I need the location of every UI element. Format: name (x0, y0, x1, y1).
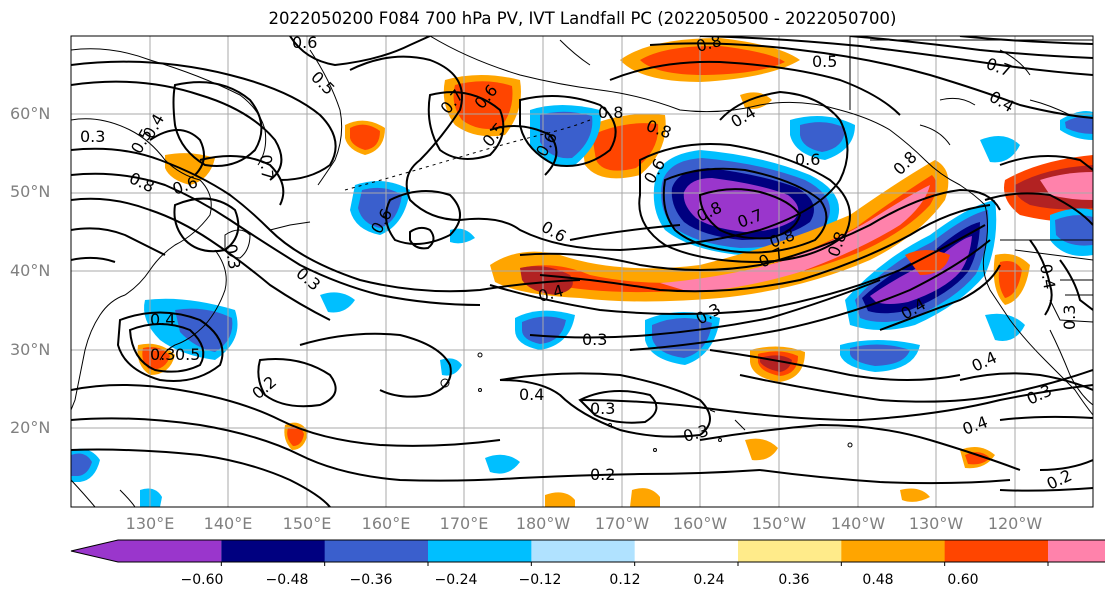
colorbar-tick-label: 0.36 (778, 572, 810, 588)
contour-label: 0.3 (150, 345, 175, 364)
lon-label-170w: 170°W (594, 514, 650, 533)
colorbar-tick-label: −0.12 (518, 572, 562, 588)
contour-label: 0.3 (80, 127, 105, 146)
colorbar-swatch (221, 540, 326, 562)
colorbar-swatch (428, 540, 532, 562)
contour-label: 0.7 (256, 154, 277, 181)
colorbar-extend-high (1048, 540, 1105, 562)
lon-label-130e: 130°E (125, 514, 175, 533)
map-frame (70, 35, 1094, 508)
colorbar-tick-label: −0.48 (265, 572, 309, 588)
pv-contours (71, 36, 1093, 507)
lon-label-150e: 150°E (282, 514, 332, 533)
contour-label: 0.3 (590, 399, 615, 418)
colorbar (70, 539, 1105, 566)
lon-label-120w: 120°W (987, 514, 1043, 533)
contour-label: 0.6 (292, 33, 317, 52)
colorbar-tick-label: 0.60 (947, 572, 979, 588)
lon-label-170e: 170°E (439, 514, 489, 533)
colorbar-swatch (738, 540, 842, 562)
map-gridlines (71, 36, 1093, 507)
lat-label-60n: 60°N (10, 104, 51, 123)
lon-label-140w: 140°W (830, 514, 886, 533)
colorbar-tick-label: 0.48 (862, 572, 894, 588)
lon-label-150w: 150°W (751, 514, 807, 533)
lon-label-180w: 180°W (515, 514, 571, 533)
colorbar-swatch (944, 540, 1049, 562)
positive-anomaly-ar (490, 160, 949, 302)
contour-label: 0.4 (150, 310, 175, 329)
contour-label: 0.8 (598, 103, 623, 122)
lon-label-130w: 130°W (908, 514, 964, 533)
contour-label: 0.6 (795, 150, 820, 169)
contour-label: 0.4 (519, 385, 544, 404)
lat-label-50n: 50°N (10, 182, 51, 201)
colorbar-tick-label: −0.60 (180, 572, 224, 588)
lon-label-160e: 160°E (361, 514, 411, 533)
lat-label-20n: 20°N (10, 418, 51, 437)
colorbar-extend-low (71, 540, 222, 562)
lat-label-40n: 40°N (10, 261, 51, 280)
lon-label-160w: 160°W (672, 514, 728, 533)
colorbar-outline (70, 539, 1105, 563)
contour-label: 0.3 (582, 330, 607, 349)
contour-label: 0.4 (1036, 262, 1059, 290)
colorbar-swatch (841, 540, 946, 562)
contour-label: 0.3 (221, 242, 244, 270)
colorbar-tick-label: 0.24 (693, 572, 725, 588)
lat-label-30n: 30°N (10, 340, 51, 359)
colorbar-tick-label: 0.12 (609, 572, 641, 588)
colorbar-swatch (531, 540, 636, 562)
colorbar-tick-label: −0.24 (434, 572, 478, 588)
contour-label: 0.3 (1060, 305, 1079, 330)
colorbar-swatch (634, 540, 739, 562)
contour-label: 0.5 (812, 52, 837, 71)
page-title: 2022050200 F084 700 hPa PV, IVT Landfall… (268, 9, 897, 28)
contour-label: 0.5 (175, 345, 200, 364)
colorbar-swatch (324, 540, 429, 562)
contour-label: 0.8 (694, 31, 724, 56)
colorbar-tick-label: −0.36 (349, 572, 393, 588)
lon-label-140e: 140°E (203, 514, 253, 533)
contour-label: 0.2 (590, 465, 615, 484)
